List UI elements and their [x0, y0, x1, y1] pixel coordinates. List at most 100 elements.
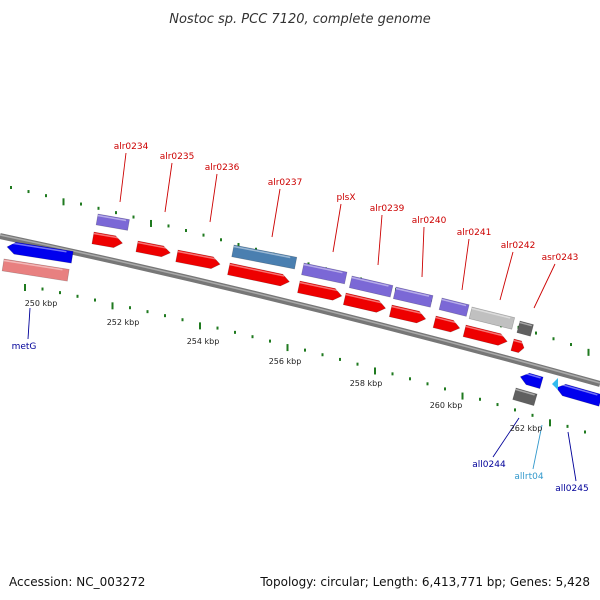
feature-block: [516, 320, 534, 337]
upper-tick: [10, 186, 12, 189]
lower-tick: [409, 377, 411, 381]
feature-shape: [1, 258, 70, 282]
scale-label: 254 kbp: [187, 337, 220, 346]
leader-line: [567, 431, 577, 482]
gene-label-all0244: all0244: [472, 460, 506, 470]
backbone-line: [0, 233, 600, 387]
lower-tick: [549, 419, 551, 427]
leader-line: [499, 251, 514, 301]
upper-tick: [150, 219, 152, 227]
feature-shape: [6, 241, 74, 264]
upper-tick: [97, 206, 100, 210]
lower-tick: [76, 294, 79, 298]
feature-gloss: [515, 388, 535, 396]
map-title: Nostoc sp. PCC 7120, complete genome: [169, 12, 431, 27]
lower-tick: [59, 291, 61, 295]
feature-gloss: [521, 371, 541, 379]
gene-label-alr0237: alr0237: [268, 178, 303, 188]
feature-block: [301, 262, 348, 285]
lower-tick: [181, 318, 184, 322]
gene-labels: alr0234 alr0235 alr0236 alr0237 plsX alr0239 a…: [12, 142, 589, 494]
feature-gloss: [3, 259, 63, 271]
lower-tick: [496, 403, 499, 407]
leader-line: [164, 162, 173, 213]
feature-shape: [510, 338, 525, 353]
lower-tick: [146, 310, 149, 314]
feature-shape: [301, 262, 348, 285]
feature-gloss: [303, 263, 343, 274]
feature-shape: [462, 324, 508, 346]
genome-summary-text: Topology: circular; Length: 6,413,771 bp…: [259, 575, 590, 589]
scale-label: 262 kbp: [510, 424, 543, 433]
gene-label-alr0241: alr0241: [457, 228, 492, 238]
feature-block: [91, 231, 123, 248]
feature-shape: [95, 213, 130, 231]
upper-tick: [570, 343, 572, 347]
feature-block: [175, 249, 221, 269]
lower-tick: [391, 372, 394, 376]
gene-label-alr0240: alr0240: [412, 216, 447, 226]
upper-tick: [587, 348, 590, 356]
feature-shape: [468, 306, 516, 330]
feature-gloss: [441, 298, 467, 307]
feature-block: [227, 262, 290, 287]
leader-line: [532, 424, 543, 470]
feature-block: [1, 258, 70, 282]
lower-tick: [251, 335, 254, 339]
scale-label: 258 kbp: [350, 379, 383, 388]
feature-shape: [392, 286, 434, 308]
feature-gloss: [93, 232, 121, 239]
feature-shape: [135, 240, 171, 258]
upper-tick: [45, 194, 47, 198]
upper-tick: [202, 233, 205, 237]
leader-line: [271, 188, 281, 238]
lower-tick: [269, 339, 271, 343]
leader-line: [492, 417, 520, 458]
feature-block: [348, 275, 394, 298]
feature-shape: [516, 320, 534, 337]
lower-tick: [356, 362, 359, 366]
lower-tick: [129, 306, 131, 310]
trna-arrow: [552, 378, 558, 390]
lower-tick: [531, 413, 534, 417]
feature-block: [462, 324, 508, 346]
lower-tick: [321, 353, 324, 357]
lower-tick: [234, 330, 236, 334]
leader-line: [421, 226, 425, 278]
feature-gloss: [299, 281, 339, 292]
gene-label-allrt04: allrt04: [514, 472, 543, 482]
feature-shape: [388, 304, 427, 324]
feature-block: [95, 213, 130, 231]
feature-shape: [342, 292, 387, 313]
feature-gloss: [395, 287, 430, 297]
feature-gloss: [97, 214, 127, 222]
leader-line: [209, 173, 218, 223]
gene-label-alr0235: alr0235: [160, 152, 195, 162]
feature-shape: [432, 315, 461, 333]
upper-tick: [167, 224, 170, 228]
feature-block: [468, 306, 516, 330]
feature-shape: [512, 387, 538, 406]
upper-tick: [185, 229, 187, 233]
feature-gloss: [557, 382, 598, 396]
feature-block: [510, 338, 525, 353]
scale-label: 250 kbp: [25, 299, 58, 308]
upper-tick-dots: [10, 186, 590, 356]
feature-block: [555, 382, 600, 407]
upper-tick: [255, 247, 257, 251]
feature-gloss: [345, 293, 383, 304]
upper-tick: [535, 331, 537, 335]
lower-tick-dots: [24, 284, 586, 434]
lower-tick: [216, 326, 219, 330]
genome-backbone: [0, 233, 600, 387]
feature-block: [438, 297, 470, 317]
gene-label-alr0239: alr0239: [370, 204, 405, 214]
leader-line: [332, 203, 342, 253]
upper-tick: [220, 238, 222, 242]
gene-label-alr0236: alr0236: [205, 163, 240, 173]
upper-tick: [80, 202, 82, 206]
leader-line: [377, 214, 383, 266]
feature-block: [297, 280, 343, 301]
lower-tick: [41, 287, 44, 291]
